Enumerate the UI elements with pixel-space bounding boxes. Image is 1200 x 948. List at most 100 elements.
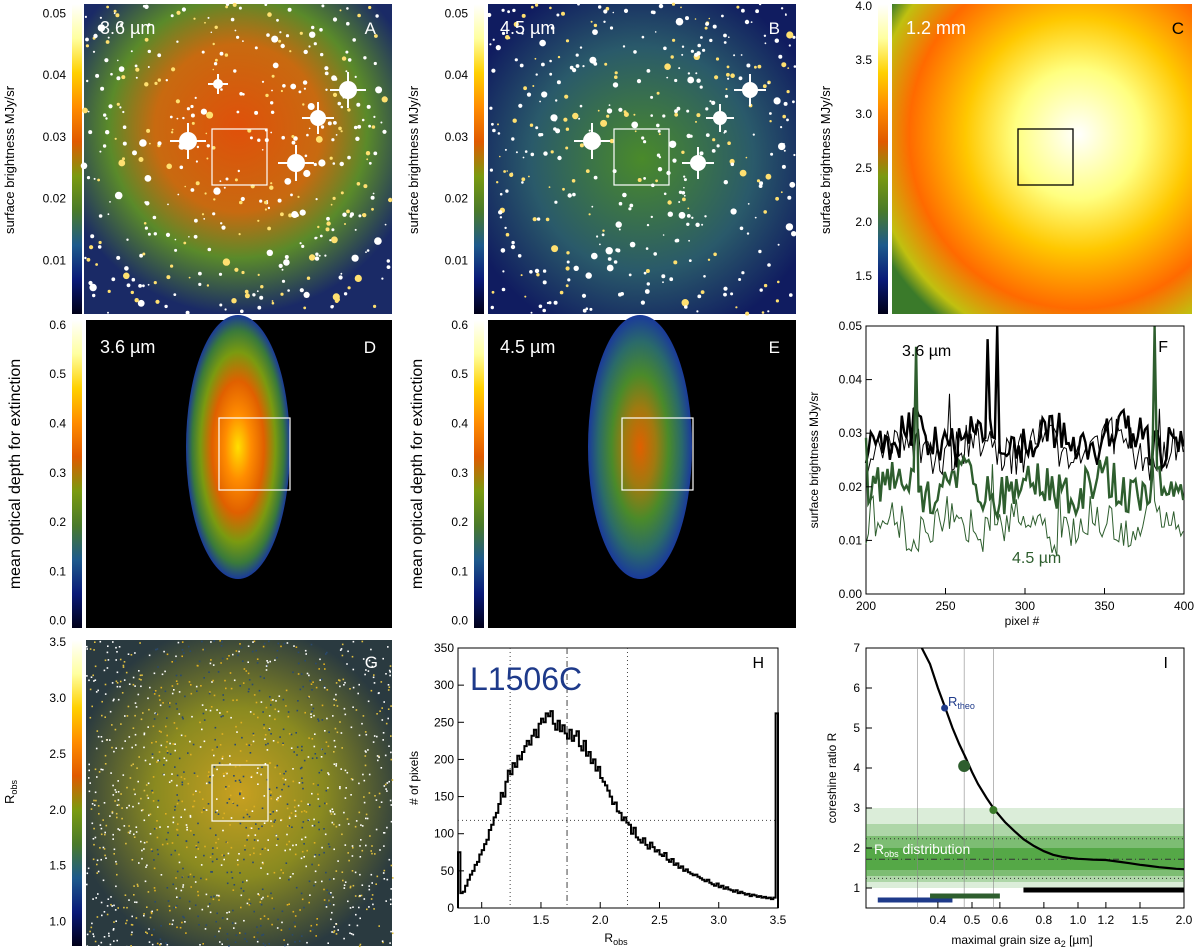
speckle (220, 645, 223, 647)
speckle (248, 815, 251, 818)
speckle (359, 873, 361, 876)
speckle (246, 902, 249, 905)
speckle (352, 706, 354, 708)
star (535, 73, 538, 76)
speckle (200, 877, 202, 880)
speckle (383, 832, 386, 834)
speckle (104, 833, 106, 836)
speckle (233, 775, 235, 777)
speckle (318, 668, 320, 670)
speckle (153, 691, 155, 693)
speckle (211, 871, 213, 873)
speckle (294, 813, 297, 816)
speckle (111, 682, 114, 684)
speckle (297, 651, 300, 654)
star (681, 53, 684, 56)
speckle (246, 839, 248, 841)
speckle (153, 672, 156, 675)
speckle (246, 879, 248, 882)
speckle (113, 853, 115, 855)
speckle (358, 906, 360, 909)
star (329, 239, 332, 242)
speckle (205, 924, 208, 926)
speckle (221, 917, 224, 919)
speckle (136, 883, 139, 886)
speckle (225, 786, 227, 788)
speckle (178, 713, 181, 715)
speckle (166, 717, 168, 719)
speckle (195, 845, 197, 847)
speckle (308, 674, 310, 677)
star (644, 289, 650, 294)
speckle (382, 732, 385, 734)
speckle (390, 930, 392, 933)
speckle (368, 792, 371, 794)
star (340, 273, 343, 275)
speckle (223, 775, 225, 777)
speckle (205, 809, 208, 811)
speckle (158, 730, 161, 732)
speckle (267, 839, 269, 841)
speckle (144, 759, 147, 762)
f-ylabel: surface brightness MJy/sr (807, 392, 821, 529)
star (792, 35, 796, 39)
star (241, 270, 245, 275)
speckle (105, 857, 107, 859)
speckle (138, 670, 140, 672)
speckle (276, 656, 278, 659)
speckle (348, 924, 351, 926)
star (654, 31, 657, 33)
speckle (149, 813, 152, 816)
speckle (311, 689, 313, 691)
speckle (143, 914, 145, 917)
speckle (236, 859, 239, 861)
panel-e: 4.5 µm E mean optical depth for extincti… (409, 315, 796, 628)
star (371, 207, 374, 211)
speckle (140, 679, 142, 681)
star (356, 182, 361, 186)
panel-d-letter: D (364, 338, 376, 357)
speckle (182, 884, 185, 886)
speckle (109, 943, 112, 946)
speckle (133, 885, 135, 887)
speckle (260, 898, 263, 900)
star (347, 155, 351, 160)
speckle (196, 775, 199, 777)
speckle (171, 773, 173, 775)
star (592, 29, 598, 35)
speckle (221, 641, 223, 643)
speckle (251, 775, 253, 778)
speckle (178, 757, 181, 760)
star (782, 114, 786, 119)
star (739, 226, 744, 231)
h-ylabel: # of pixels (407, 751, 421, 805)
speckle (272, 740, 275, 742)
speckle (323, 899, 326, 901)
colorbar-tick: 0.5 (451, 367, 468, 381)
speckle (222, 715, 224, 717)
speckle (382, 941, 384, 944)
speckle (311, 792, 313, 795)
h-xlabel: Robs (604, 931, 628, 947)
star (332, 162, 336, 165)
speckle (165, 759, 168, 762)
speckle (190, 692, 193, 695)
speckle (202, 943, 204, 945)
speckle (223, 812, 225, 815)
star (489, 43, 492, 46)
speckle (159, 826, 161, 828)
speckle (190, 830, 192, 832)
star (724, 130, 727, 133)
speckle (284, 849, 286, 852)
speckle (180, 889, 183, 892)
speckle (301, 766, 303, 769)
speckle (247, 834, 250, 837)
star (339, 9, 342, 12)
star (221, 225, 226, 230)
star (670, 55, 674, 59)
speckle (147, 797, 150, 799)
star (672, 38, 676, 42)
speckle (177, 799, 180, 802)
star (179, 165, 184, 170)
speckle (169, 742, 171, 745)
